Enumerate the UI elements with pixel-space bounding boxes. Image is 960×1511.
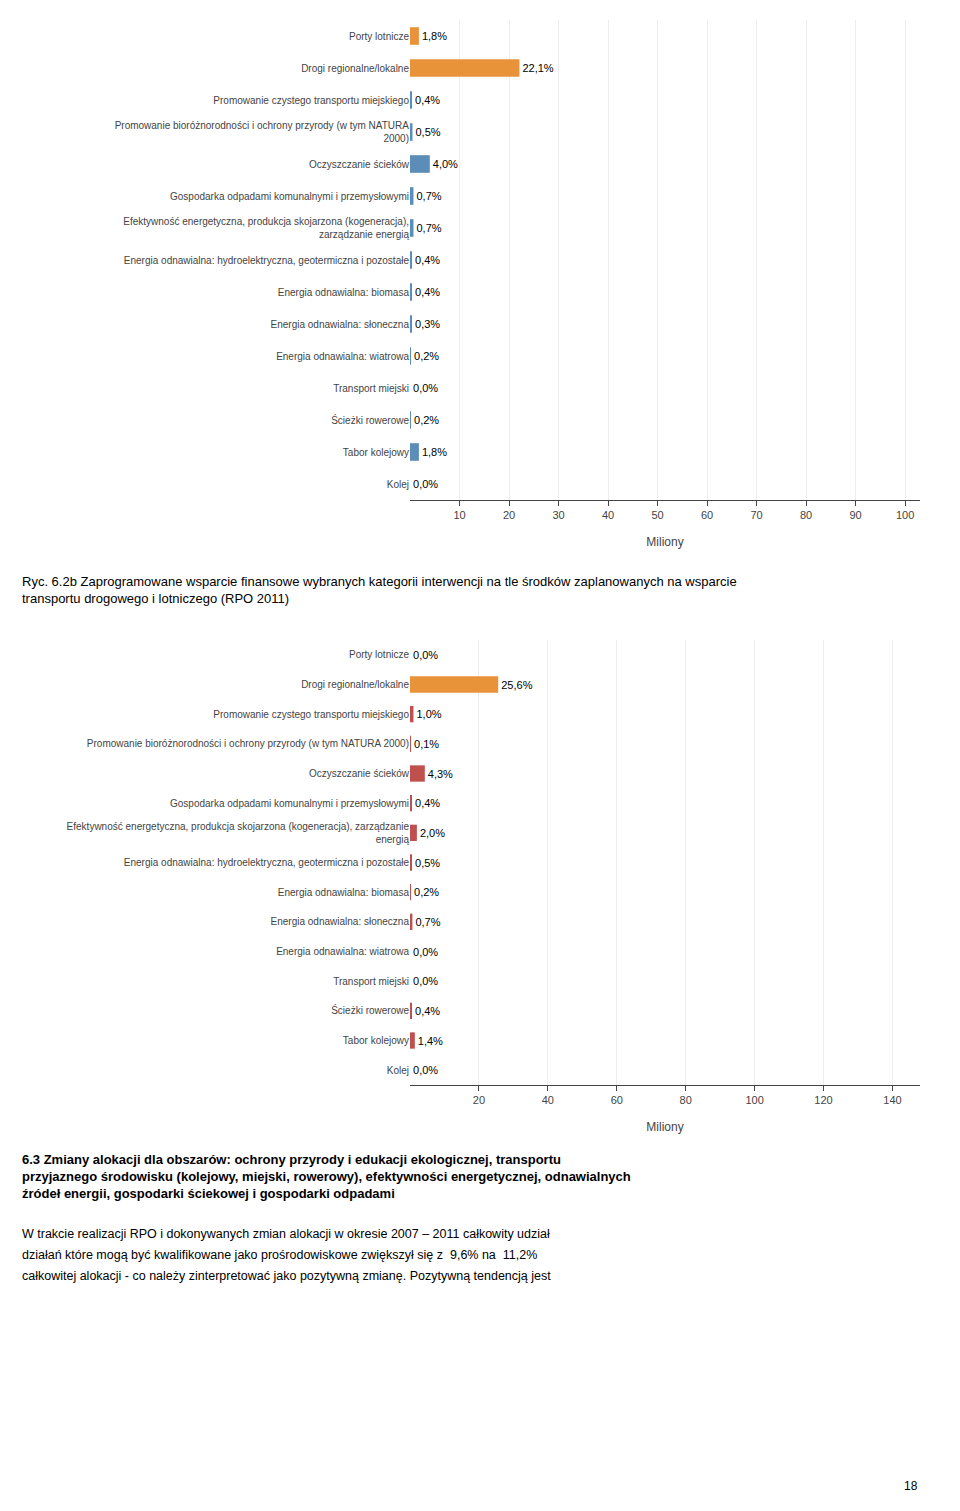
svg-text:działań które mogą być kwalifi: działań które mogą być kwalifikowane jak… <box>22 1248 537 1262</box>
svg-text:4,3%: 4,3% <box>428 768 453 780</box>
svg-text:0,0%: 0,0% <box>413 1064 438 1076</box>
svg-text:100: 100 <box>745 1094 763 1106</box>
svg-text:0,4%: 0,4% <box>415 94 440 106</box>
svg-text:10: 10 <box>453 509 465 521</box>
svg-text:Energia odnawialna: słoneczna: Energia odnawialna: słoneczna <box>271 916 410 927</box>
svg-text:Promowanie czystego transportu: Promowanie czystego transportu miejskieg… <box>213 95 409 106</box>
svg-text:2,0%: 2,0% <box>420 827 445 839</box>
svg-text:0,4%: 0,4% <box>415 286 440 298</box>
svg-text:4,0%: 4,0% <box>433 158 458 170</box>
svg-text:Transport miejski: Transport miejski <box>333 976 409 987</box>
svg-text:0,1%: 0,1% <box>414 738 439 750</box>
svg-text:18: 18 <box>904 1479 918 1493</box>
svg-text:0,5%: 0,5% <box>415 126 440 138</box>
svg-text:0,0%: 0,0% <box>413 382 438 394</box>
svg-text:Gospodarka odpadami komunalnym: Gospodarka odpadami komunalnymi i przemy… <box>170 191 409 202</box>
svg-text:0,3%: 0,3% <box>415 318 440 330</box>
svg-text:0,0%: 0,0% <box>413 478 438 490</box>
svg-text:80: 80 <box>800 509 812 521</box>
svg-text:Oczyszczanie ścieków: Oczyszczanie ścieków <box>309 159 410 170</box>
svg-text:Tabor kolejowy: Tabor kolejowy <box>343 1035 409 1046</box>
svg-text:40: 40 <box>542 1094 554 1106</box>
svg-text:Efektywność energetyczna, prod: Efektywność energetyczna, produkcja skoj… <box>123 216 409 240</box>
svg-text:W trakcie realizacji RPO i dok: W trakcie realizacji RPO i dokonywanych … <box>22 1227 550 1241</box>
svg-text:Ścieżki rowerowe: Ścieżki rowerowe <box>331 1004 409 1016</box>
svg-text:całkowitej alokacji - co należ: całkowitej alokacji - co należy zinterpr… <box>22 1269 551 1283</box>
svg-text:1,0%: 1,0% <box>416 708 441 720</box>
svg-text:100: 100 <box>896 509 914 521</box>
svg-text:50: 50 <box>651 509 663 521</box>
svg-text:Ścieżki rowerowe: Ścieżki rowerowe <box>331 414 409 426</box>
svg-text:1,8%: 1,8% <box>422 30 447 42</box>
svg-text:Energia odnawialna: wiatrowa: Energia odnawialna: wiatrowa <box>276 946 409 957</box>
svg-text:Drogi regionalne/lokalne: Drogi regionalne/lokalne <box>301 679 409 690</box>
svg-text:Porty lotnicze: Porty lotnicze <box>349 31 409 42</box>
svg-text:0,4%: 0,4% <box>415 1005 440 1017</box>
svg-text:Oczyszczanie ścieków: Oczyszczanie ścieków <box>309 768 410 779</box>
svg-text:Efektywność energetyczna, prod: Efektywność energetyczna, produkcja skoj… <box>67 821 410 845</box>
svg-text:20: 20 <box>503 509 515 521</box>
svg-text:Promowanie bioróżnorodności i: Promowanie bioróżnorodności i ochrony pr… <box>115 120 410 144</box>
svg-text:0,7%: 0,7% <box>416 222 441 234</box>
svg-text:0,4%: 0,4% <box>415 254 440 266</box>
svg-text:0,5%: 0,5% <box>415 857 440 869</box>
svg-text:20: 20 <box>473 1094 485 1106</box>
svg-text:Tabor kolejowy: Tabor kolejowy <box>343 447 409 458</box>
svg-text:22,1%: 22,1% <box>522 62 553 74</box>
svg-text:Promowanie bioróżnorodności i: Promowanie bioróżnorodności i ochrony pr… <box>87 738 409 749</box>
svg-text:Ryc. 6.2b Zaprogramowane wspar: Ryc. 6.2b Zaprogramowane wsparcie finans… <box>22 574 737 606</box>
svg-text:Energia odnawialna: hydroelekt: Energia odnawialna: hydroelektryczna, ge… <box>124 857 410 868</box>
svg-text:1,8%: 1,8% <box>422 446 447 458</box>
svg-text:80: 80 <box>680 1094 692 1106</box>
svg-text:0,2%: 0,2% <box>414 414 439 426</box>
svg-text:0,7%: 0,7% <box>416 190 441 202</box>
svg-text:0,2%: 0,2% <box>414 886 439 898</box>
svg-text:1,4%: 1,4% <box>418 1035 443 1047</box>
svg-text:Energia odnawialna: hydroelekt: Energia odnawialna: hydroelektryczna, ge… <box>124 255 410 266</box>
svg-text:Promowanie czystego transportu: Promowanie czystego transportu miejskieg… <box>213 709 409 720</box>
svg-text:Kolej: Kolej <box>387 479 409 490</box>
svg-text:0,0%: 0,0% <box>413 946 438 958</box>
svg-text:Energia odnawialna: biomasa: Energia odnawialna: biomasa <box>278 287 410 298</box>
svg-text:25,6%: 25,6% <box>501 679 532 691</box>
svg-text:Drogi regionalne/lokalne: Drogi regionalne/lokalne <box>301 63 409 74</box>
svg-text:0,7%: 0,7% <box>415 916 440 928</box>
svg-text:Energia odnawialna: słoneczna: Energia odnawialna: słoneczna <box>271 319 410 330</box>
svg-text:Transport miejski: Transport miejski <box>333 383 409 394</box>
svg-text:40: 40 <box>602 509 614 521</box>
svg-text:120: 120 <box>814 1094 832 1106</box>
svg-text:6.3 Zmiany alokacji dla obszar: 6.3 Zmiany alokacji dla obszarów: ochron… <box>22 1152 631 1201</box>
svg-text:Kolej: Kolej <box>387 1065 409 1076</box>
svg-text:60: 60 <box>701 509 713 521</box>
svg-text:0,2%: 0,2% <box>414 350 439 362</box>
svg-text:60: 60 <box>611 1094 623 1106</box>
svg-text:70: 70 <box>750 509 762 521</box>
svg-text:30: 30 <box>552 509 564 521</box>
svg-text:90: 90 <box>850 509 862 521</box>
svg-text:0,0%: 0,0% <box>413 649 438 661</box>
svg-text:Miliony: Miliony <box>646 535 683 549</box>
svg-text:140: 140 <box>883 1094 901 1106</box>
svg-text:0,4%: 0,4% <box>415 797 440 809</box>
svg-text:Porty lotnicze: Porty lotnicze <box>349 649 409 660</box>
svg-text:Miliony: Miliony <box>646 1120 683 1134</box>
svg-text:Energia odnawialna: wiatrowa: Energia odnawialna: wiatrowa <box>276 351 409 362</box>
svg-text:0,0%: 0,0% <box>413 975 438 987</box>
svg-text:Gospodarka odpadami komunalnym: Gospodarka odpadami komunalnymi i przemy… <box>170 798 409 809</box>
svg-text:Energia odnawialna: biomasa: Energia odnawialna: biomasa <box>278 887 410 898</box>
